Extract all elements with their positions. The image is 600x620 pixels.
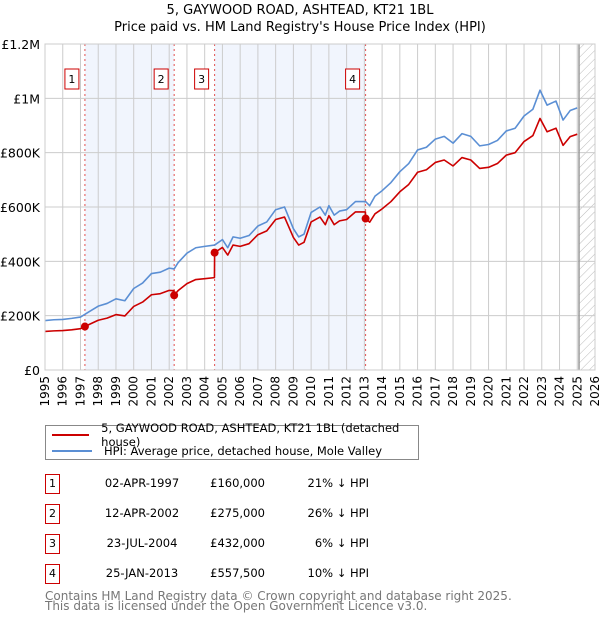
- sale-point: [361, 214, 370, 223]
- x-tick-label: 1996: [56, 376, 70, 407]
- y-tick-label: £400K: [0, 254, 41, 269]
- x-tick-label: 2017: [428, 376, 442, 407]
- chart-subtitle: Price paid vs. HM Land Registry's House …: [114, 20, 486, 35]
- x-tick-label: 2006: [233, 376, 247, 407]
- x-tick-label: 2020: [482, 376, 496, 407]
- footer-licence: This data is licensed under the Open Gov…: [45, 599, 428, 613]
- x-tick-label: 2015: [393, 376, 407, 407]
- sale-hpi-diff: 10% ↓ HPI: [307, 566, 369, 580]
- sale-point: [170, 291, 179, 300]
- y-tick-label: £0: [24, 363, 40, 378]
- sale-number-box: 3: [45, 534, 60, 554]
- sale-date: 23-JUL-2004: [106, 536, 178, 550]
- x-tick-label: 2022: [517, 376, 531, 407]
- x-tick-label: 2003: [180, 376, 194, 407]
- x-tick-label: 2013: [357, 376, 371, 407]
- x-tick-label: 2005: [215, 376, 229, 407]
- x-tick-label: 2010: [304, 376, 318, 407]
- x-tick-label: 2011: [322, 376, 336, 407]
- sale-hpi-diff: 6% ↓ HPI: [314, 536, 369, 550]
- y-tick-label: £800K: [0, 146, 41, 161]
- sale-price: £557,500: [210, 566, 265, 580]
- footer-copyright: Contains HM Land Registry data © Crown c…: [45, 589, 512, 603]
- sale-label-box: [345, 68, 361, 90]
- sale-row: 3 23-JUL-2004 £432,000 6% ↓ HPI: [45, 534, 405, 554]
- property-price-line: [44, 117, 578, 333]
- sale-date: 02-APR-1997: [104, 476, 180, 490]
- sale-label-box: [153, 68, 169, 90]
- legend-item-property: 5, GAYWOOD ROAD, ASHTEAD, KT21 1BL (deta…: [52, 421, 418, 449]
- sale-price: £160,000: [210, 476, 265, 490]
- sale-label-number: 4: [349, 73, 356, 86]
- sale-label-box: [64, 68, 80, 90]
- sale-price: £275,000: [210, 506, 265, 520]
- y-tick-label: £1M: [13, 91, 40, 106]
- sale-price: £432,000: [210, 536, 265, 550]
- y-tick-label: £200K: [0, 309, 41, 324]
- x-tick-label: 2016: [411, 376, 425, 407]
- x-tick-label: 1999: [109, 376, 123, 407]
- x-tick-label: 2008: [269, 376, 283, 407]
- legend: 5, GAYWOOD ROAD, ASHTEAD, KT21 1BL (deta…: [45, 421, 419, 460]
- sale-row: 2 12-APR-2002 £275,000 26% ↓ HPI: [45, 504, 405, 524]
- sale-label-number: 1: [68, 73, 75, 86]
- chart-title: 5, GAYWOOD ROAD, ASHTEAD, KT21 1BL: [166, 3, 434, 18]
- x-tick-label: 2009: [286, 376, 300, 407]
- sale-number-box: 4: [45, 564, 60, 584]
- y-tick-label: £600K: [0, 200, 41, 215]
- x-tick-label: 2000: [127, 376, 141, 407]
- x-tick-label: 2021: [499, 376, 513, 407]
- x-tick-label: 2002: [162, 376, 176, 407]
- x-tick-label: 2014: [375, 376, 389, 407]
- sale-number-box: 2: [45, 504, 60, 524]
- y-tick-label: £1.2M: [1, 37, 40, 52]
- x-tick-label: 2024: [553, 376, 567, 407]
- sale-label-number: 2: [158, 73, 165, 86]
- x-tick-label: 1997: [73, 376, 87, 407]
- x-tick-label: 2019: [464, 376, 478, 407]
- legend-label: 5, GAYWOOD ROAD, ASHTEAD, KT21 1BL (deta…: [101, 421, 400, 449]
- sale-label-box: [194, 68, 210, 90]
- sale-number-box: 1: [45, 474, 60, 494]
- sale-row: 4 25-JAN-2013 £557,500 10% ↓ HPI: [45, 564, 405, 584]
- sale-point: [80, 322, 89, 331]
- sale-hpi-diff: 21% ↓ HPI: [307, 476, 369, 490]
- sale-point: [210, 248, 219, 257]
- x-tick-label: 2001: [144, 376, 158, 407]
- sale-label-number: 3: [198, 73, 205, 86]
- x-tick-label: 2004: [198, 376, 212, 407]
- x-tick-label: 2018: [446, 376, 460, 407]
- x-tick-label: 2025: [570, 376, 584, 407]
- price-chart: 1995 1996 1997 1998 1999 2000 2001 2002 2003 2004…: [0, 37, 600, 407]
- plot-border: [44, 43, 596, 371]
- x-tick-label: 1998: [91, 376, 105, 407]
- hpi-line: [44, 89, 578, 322]
- sale-date: 25-JAN-2013: [105, 566, 179, 580]
- x-tick-label: 1995: [38, 376, 52, 407]
- legend-item-hpi: HPI: Average price, detached house, Mole…: [52, 443, 382, 459]
- sale-date: 12-APR-2002: [104, 506, 180, 520]
- x-tick-label: 2012: [340, 376, 354, 407]
- legend-swatch-blue: [52, 450, 92, 452]
- x-tick-label: 2023: [535, 376, 549, 407]
- legend-label: HPI: Average price, detached house, Mole…: [104, 444, 383, 458]
- x-tick-label: 2007: [251, 376, 265, 407]
- x-tick-label: 2026: [588, 376, 600, 407]
- sale-row: 1 02-APR-1997 £160,000 21% ↓ HPI: [45, 474, 405, 494]
- sale-hpi-diff: 26% ↓ HPI: [307, 506, 369, 520]
- legend-swatch-red: [52, 434, 90, 436]
